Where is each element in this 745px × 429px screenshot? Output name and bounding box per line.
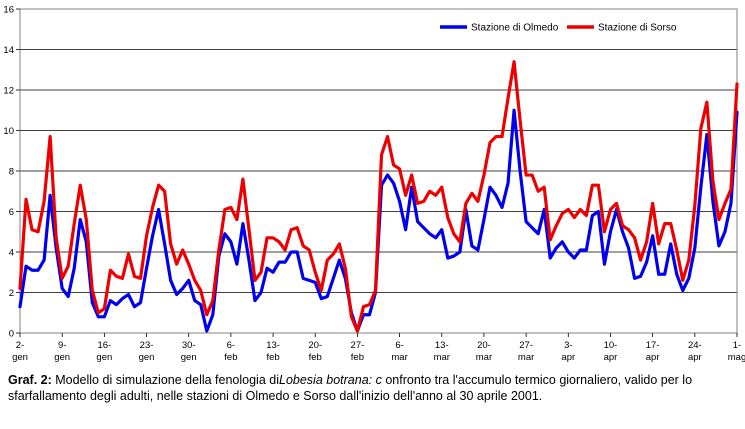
x-tick-label: 30-gen (181, 340, 197, 363)
y-tick-label: 8 (9, 167, 14, 178)
y-axis-tick-labels: 0 2 4 6 8 10 12 14 16 (3, 5, 14, 340)
x-tick-label: 27-feb (351, 340, 365, 363)
x-tick-label: 13-feb (266, 340, 280, 363)
y-tick-label: 4 (9, 248, 14, 259)
caption-label: Graf. 2: (8, 373, 52, 387)
x-tick-label: 2-gen (12, 340, 28, 363)
x-tick-label: 6-mar (391, 340, 407, 363)
x-tick-label: 24-apr (688, 340, 702, 363)
x-tick-label: 6-feb (224, 340, 237, 363)
series-lines (18, 60, 739, 333)
x-tick-label: 9-gen (54, 340, 70, 363)
y-tick-label: 14 (3, 45, 14, 56)
line-chart: 0 2 4 6 8 10 12 14 16 2-gen 9-gen 16-gen 23-gen 30-g… (3, 5, 745, 364)
x-tick-label: 17-apr (646, 340, 660, 363)
figure-caption: Graf. 2: Modello di simulazione della fe… (8, 372, 738, 404)
y-tick-label: 10 (3, 126, 14, 137)
caption-species: Lobesia botrana: c (279, 373, 382, 387)
x-tick-label: 16-gen (96, 340, 112, 363)
x-tick-label: 13-mar (434, 340, 450, 363)
axes (16, 8, 738, 337)
caption-text-after: onfronto tra l'accumulo termico giornali… (8, 373, 693, 403)
x-tick-label: 27-mar (518, 340, 534, 363)
legend-label: Stazione di Sorso (598, 23, 677, 34)
y-tick-label: 0 (9, 329, 14, 340)
caption-text-before: Modello di simulazione della fenologia d… (51, 373, 279, 387)
y-tick-label: 6 (9, 207, 14, 218)
x-tick-label: 23-gen (139, 340, 155, 363)
legend: Stazione di Olmedo Stazione di Sorso (440, 23, 677, 34)
x-tick-label: 10-apr (604, 340, 618, 363)
legend-label: Stazione di Olmedo (471, 23, 559, 34)
x-tick-label: 1-mag (728, 340, 745, 363)
y-tick-label: 16 (3, 5, 14, 16)
x-tick-label: 20-mar (476, 340, 492, 363)
x-tick-label: 3-apr (561, 340, 575, 363)
series-line-sorso (18, 60, 739, 333)
y-tick-label: 12 (3, 86, 14, 97)
x-tick-label: 20-feb (308, 340, 322, 363)
x-axis-tick-labels: 2-gen 9-gen 16-gen 23-gen 30-gen 6-feb 13-feb 2… (12, 340, 745, 363)
y-tick-label: 2 (9, 288, 14, 299)
